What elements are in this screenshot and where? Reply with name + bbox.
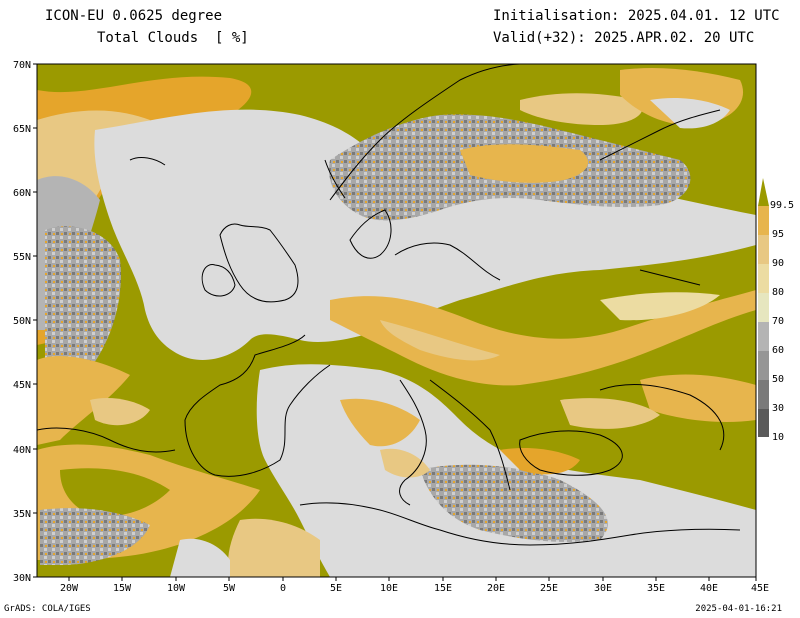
lon-label: 45E <box>751 583 769 594</box>
lon-label: 35E <box>647 583 665 594</box>
render-timestamp: 2025-04-01-16:21 <box>695 604 782 614</box>
legend-label: 10 <box>772 432 784 443</box>
lat-label: 30N <box>13 573 31 584</box>
lon-label: 30E <box>594 583 612 594</box>
software-credit: GrADS: COLA/IGES <box>4 604 91 614</box>
legend-swatch <box>758 235 769 264</box>
legend-swatch <box>758 409 769 437</box>
legend-label: 30 <box>772 403 784 414</box>
lat-label: 35N <box>13 509 31 520</box>
lon-label: 40E <box>700 583 718 594</box>
legend-swatch <box>758 264 769 293</box>
initialisation-time: Initialisation: 2025.04.01. 12 UTC <box>493 8 780 24</box>
lat-label: 60N <box>13 188 31 199</box>
lon-label: 10E <box>380 583 398 594</box>
legend-label: 80 <box>772 287 784 298</box>
legend-label: 99.5 <box>770 200 794 211</box>
legend-swatch <box>758 322 769 351</box>
lon-label: 0 <box>280 583 286 594</box>
lon-label: 10W <box>167 583 186 594</box>
legend-swatch <box>758 206 769 235</box>
lat-label: 40N <box>13 445 31 456</box>
lat-label: 70N <box>13 60 31 71</box>
lat-label: 45N <box>13 380 31 391</box>
lon-label: 5E <box>330 583 342 594</box>
lat-label: 55N <box>13 252 31 263</box>
lon-label: 5W <box>223 583 236 594</box>
lon-label: 25E <box>540 583 558 594</box>
legend-label: 60 <box>772 345 784 356</box>
color-legend: 10 30 50 60 70 80 90 95 99.5 <box>758 178 794 443</box>
lat-label: 65N <box>13 124 31 135</box>
cloud-field <box>37 64 756 577</box>
lon-label: 15W <box>113 583 132 594</box>
lon-label: 20W <box>60 583 79 594</box>
lat-label: 50N <box>13 316 31 327</box>
latitude-axis: 70N 65N 60N 55N 50N 45N 40N 35N 30N <box>13 60 37 584</box>
legend-swatch <box>758 293 769 322</box>
valid-time: Valid(+32): 2025.APR.02. 20 UTC <box>493 30 755 46</box>
lon-label: 15E <box>434 583 452 594</box>
legend-swatch <box>758 380 769 409</box>
legend-arrow <box>758 178 769 206</box>
lon-label: 20E <box>487 583 505 594</box>
model-title: ICON-EU 0.0625 degree <box>45 8 223 24</box>
legend-label: 70 <box>772 316 784 327</box>
legend-label: 50 <box>772 374 784 385</box>
legend-label: 90 <box>772 258 784 269</box>
coastlines <box>37 64 741 546</box>
longitude-axis: 20W 15W 10W 5W 0 5E 10E 15E 20E 25E 30E … <box>60 577 769 594</box>
legend-label: 95 <box>772 229 784 240</box>
legend-swatch <box>758 351 769 380</box>
field-title: Total Clouds [ %] <box>97 30 249 46</box>
